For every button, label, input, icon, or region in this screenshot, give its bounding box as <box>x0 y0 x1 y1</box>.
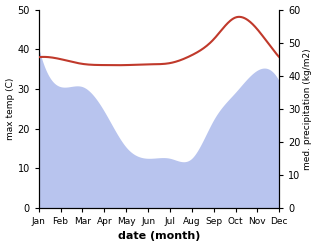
Y-axis label: med. precipitation (kg/m2): med. precipitation (kg/m2) <box>303 48 313 169</box>
X-axis label: date (month): date (month) <box>118 231 200 242</box>
Y-axis label: max temp (C): max temp (C) <box>5 78 15 140</box>
